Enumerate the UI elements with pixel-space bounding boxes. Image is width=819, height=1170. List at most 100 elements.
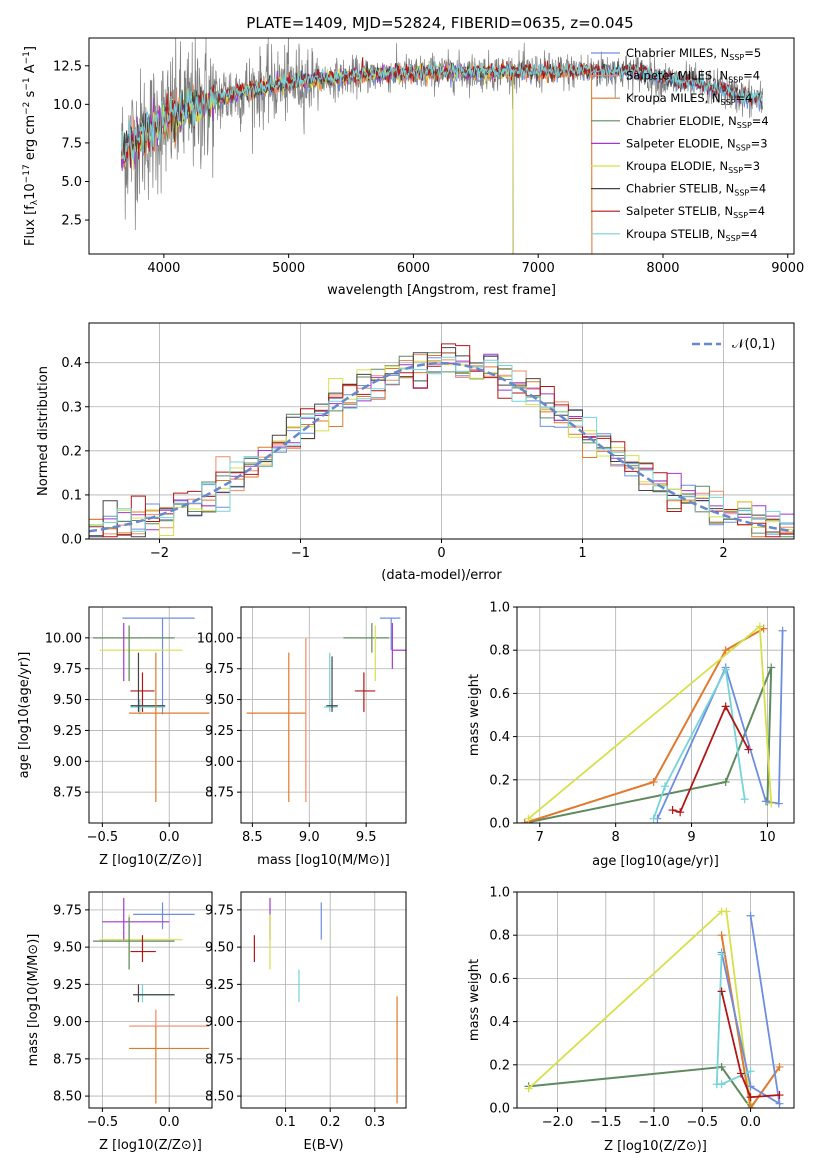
x-tick-label: −0.5	[87, 830, 119, 845]
y-tick-label: 0.8	[489, 929, 510, 944]
y-tick-label: 9.00	[53, 755, 82, 770]
x-tick-label: 5000	[272, 261, 305, 276]
x-axis-label: age [log10(age/yr)]	[592, 854, 719, 869]
weight-marker-sa_stelib	[721, 702, 730, 711]
y-tick-label: 8.50	[53, 1090, 82, 1105]
x-tick-label: 8000	[646, 261, 679, 276]
legend-label: Salpeter ELODIE, NSSP=3	[626, 136, 768, 152]
model-line-sa_stelib	[121, 57, 763, 167]
observed-spectrum-line	[121, 38, 764, 231]
x-tick-label: 7000	[522, 261, 555, 276]
weight-marker-kr_stelib	[717, 950, 726, 959]
x-tick-label: 0.0	[159, 830, 180, 845]
panel-residuals: −2 −1 0 1 2 0.0 0.1 0.2 0.3 0.4 (data-model)/error…	[36, 322, 795, 583]
y-tick-label: 9.75	[205, 903, 234, 918]
y-tick-label: 10.00	[45, 631, 82, 646]
plot-area-weight_vs_Z	[524, 907, 784, 1108]
weight-marker-ch_miles	[775, 1099, 784, 1108]
x-axis-label: E(B-V)	[303, 1138, 343, 1153]
x-axis-label: wavelength [Angstrom, rest frame]	[327, 283, 556, 298]
legend-label: Kroupa MILES, NSSP=4	[626, 91, 752, 107]
figure-title: PLATE=1409, MJD=52824, FIBERID=0635, z=0…	[246, 14, 633, 32]
x-tick-label: 8.5	[242, 830, 263, 845]
weight-marker-kr_elodie	[767, 799, 776, 808]
y-tick-label: 9.25	[53, 978, 82, 993]
weight-marker-ch_miles	[761, 797, 770, 806]
x-axis-label: Z [log10(Z/Z⊙)]	[604, 1139, 707, 1154]
weight-marker-kr_stelib	[649, 814, 658, 823]
weight-marker-kr_stelib	[740, 795, 749, 804]
panel-age_vs_mass: 8.5 9.0 9.5 8.75 9.00 9.25 9.50 9.75 10.00 mass […	[197, 606, 407, 868]
y-axis-label: mass weight	[467, 959, 482, 1041]
x-axis-label: mass [log10(M/M⊙)]	[257, 853, 390, 868]
y-tick-label: 7.5	[61, 136, 82, 151]
x-tick-label: −1.5	[590, 1115, 622, 1130]
panel-spectrum: 4000 5000 6000 7000 8000 9000 2.5 5.0 7.5 10.0 12.…	[22, 37, 804, 298]
y-tick-label: 0.4	[61, 356, 82, 371]
weight-marker-sa_stelib	[676, 808, 685, 817]
histogram-step-kr_stelib	[89, 356, 794, 532]
y-tick-label: 0.1	[61, 488, 82, 503]
y-tick-label: 8.50	[205, 1090, 234, 1105]
y-tick-label: 10.0	[53, 98, 82, 113]
y-tick-label: 1.0	[489, 886, 510, 901]
y-tick-label: 9.75	[53, 662, 82, 677]
weight-line-kr_stelib	[652, 666, 746, 819]
weight-marker-kr_miles	[520, 819, 529, 823]
weight-line-ch_elodie	[524, 667, 773, 823]
x-tick-label: 6000	[397, 261, 430, 276]
weight-marker-ch_elodie	[717, 1062, 726, 1071]
y-tick-label: 0.0	[489, 817, 510, 832]
legend: Chabrier MILES, NSSP=5 Salpeter MILES, NS…	[591, 46, 769, 243]
y-tick-label: 0.2	[61, 444, 82, 459]
y-tick-label: 8.75	[53, 786, 82, 801]
weight-marker-ch_miles	[778, 626, 787, 635]
weight-marker-sa_stelib	[746, 1093, 755, 1102]
y-tick-label: 8.75	[205, 1052, 234, 1067]
plot-area-spectrum	[120, 38, 764, 254]
panel-weight_vs_age: 7 8 9 10 0.0 0.2 0.4 0.6 0.8 1.0 age [log10(age/yr…	[467, 601, 795, 869]
x-tick-label: 9000	[771, 261, 804, 276]
weight-marker-sa_stelib	[668, 806, 677, 815]
y-tick-label: 0.2	[489, 1058, 510, 1073]
y-tick-label: 9.00	[205, 1015, 234, 1030]
weight-marker-kr_miles	[746, 1104, 755, 1108]
legend-label: Salpeter MILES, NSSP=4	[626, 69, 760, 85]
panel-mass_vs_Z: −0.5 0.0 8.50 8.75 9.00 9.25 9.50 9.75 Z [log10(…	[26, 891, 213, 1153]
weight-line-sa_stelib	[672, 704, 750, 814]
axes-frame	[88, 322, 795, 540]
x-tick-label: −2.0	[542, 1115, 574, 1130]
x-tick-label: 0.3	[364, 1115, 385, 1130]
plot-area-age_vs_mass	[246, 617, 406, 803]
y-tick-label: 9.75	[53, 903, 82, 918]
legend-label: Chabrier ELODIE, NSSP=4	[626, 114, 769, 130]
panel-mass_vs_ebv: 0.1 0.2 0.3 8.50 8.75 9.00 9.25 9.50 9.75 E(B-V)	[205, 891, 407, 1153]
legend-label: Chabrier STELIB, NSSP=4	[626, 182, 766, 198]
y-axis-label: age [log10(age/yr)]	[17, 652, 32, 779]
y-axis-label: Normed distribution	[36, 366, 51, 496]
y-tick-label: 9.00	[53, 1015, 82, 1030]
x-axis-label: Z [log10(Z/Z⊙)]	[99, 853, 202, 868]
weight-line-kr_miles	[720, 935, 781, 1108]
y-tick-label: 0.0	[489, 1102, 510, 1117]
axes-frame	[240, 606, 407, 824]
legend-label: Chabrier MILES, NSSP=5	[626, 46, 761, 62]
x-tick-label: 9.5	[356, 830, 377, 845]
axes-frame	[516, 891, 795, 1109]
x-tick-label: −2	[150, 546, 169, 561]
weight-marker-sa_stelib	[775, 1091, 784, 1100]
x-tick-label: 1	[578, 546, 586, 561]
y-tick-label: 9.25	[205, 724, 234, 739]
x-tick-label: 9.0	[299, 830, 320, 845]
y-tick-label: 2.5	[61, 214, 82, 229]
y-tick-label: 0.3	[61, 400, 82, 415]
x-tick-label: −1.0	[638, 1115, 670, 1130]
weight-marker-kr_elodie	[524, 1084, 533, 1093]
x-tick-label: 9	[687, 830, 695, 845]
axes-frame	[88, 606, 213, 824]
legend-label: Kroupa ELODIE, NSSP=3	[626, 159, 760, 175]
legend-label-normal: 𝒩(0,1)	[732, 337, 775, 352]
x-tick-label: 0.0	[740, 1115, 761, 1130]
weight-marker-kr_miles	[649, 777, 658, 786]
